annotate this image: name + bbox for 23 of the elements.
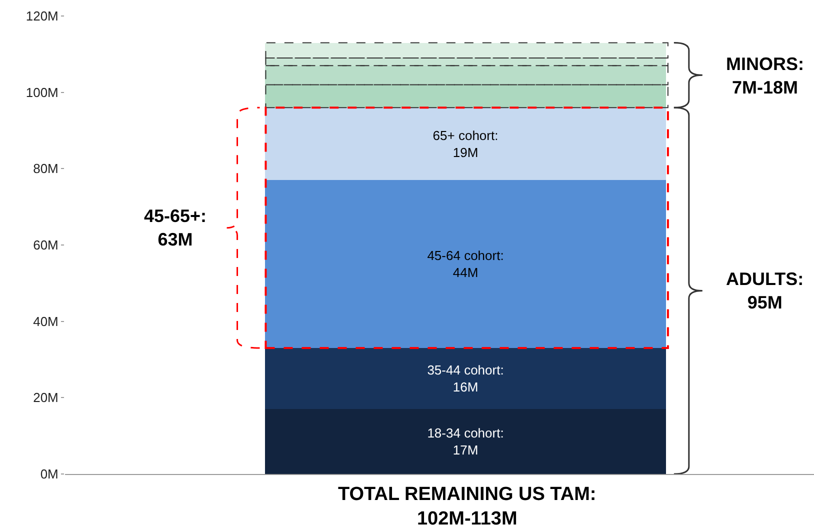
y-tick-label: 0M (40, 466, 58, 482)
y-tick-label: 20M (33, 390, 58, 406)
data-label: 16M (452, 379, 478, 394)
y-tick-label: 80M (33, 161, 58, 176)
series-label: 35-44 cohort: (427, 362, 504, 378)
series-label: 45-64 cohort: (427, 248, 504, 264)
bar (265, 108, 666, 180)
y-tick-label: 120M (26, 8, 58, 24)
bar (265, 180, 666, 348)
x-axis-title: TOTAL REMAINING US TAM: 102M-113M (338, 484, 596, 530)
text: 45-65+: 63M (144, 206, 207, 250)
text: ADULTS: 95M (726, 269, 804, 312)
data-label: 19M (452, 144, 478, 160)
bar (265, 348, 666, 409)
series-label: 18-34 cohort: (427, 426, 504, 441)
series-label: 65+ cohort: (432, 128, 498, 144)
y-tick-label: 60M (33, 238, 58, 253)
y-tick-label: 40M (33, 314, 58, 329)
data-label: 44M (452, 264, 478, 280)
y-tick-label: 100M (26, 84, 58, 100)
text: MINORS: 7M-18M (726, 54, 804, 98)
bar (265, 409, 666, 474)
data-label: 17M (452, 442, 478, 458)
